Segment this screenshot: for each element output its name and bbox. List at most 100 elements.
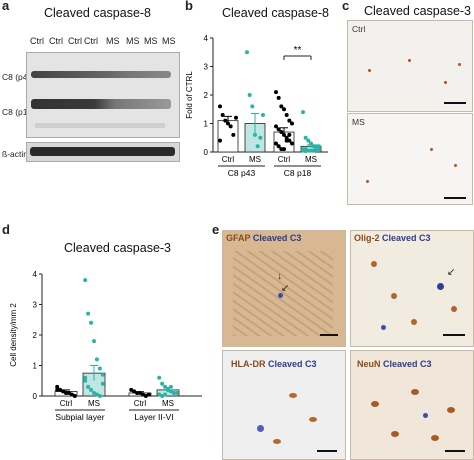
data-point <box>160 394 165 398</box>
x-tick-label: Ctrl <box>60 399 73 408</box>
data-point <box>279 130 284 135</box>
lane-label: Ctrl <box>84 36 98 46</box>
data-point <box>228 124 233 129</box>
lane-label: MS <box>144 36 158 46</box>
micrograph-ms: MS <box>347 113 473 205</box>
data-point <box>138 390 142 395</box>
data-point <box>301 110 305 115</box>
data-point <box>258 135 263 140</box>
y-tick-label: 2 <box>33 331 38 340</box>
data-point <box>279 104 284 109</box>
lane-label: Ctrl <box>49 36 63 46</box>
data-point <box>317 144 321 149</box>
data-point <box>290 141 294 146</box>
data-point <box>174 390 179 395</box>
stain-dot <box>408 59 411 62</box>
panel-label-b: b <box>185 0 193 13</box>
lane-label: MS <box>162 36 176 46</box>
olig2-nucleus <box>391 293 397 299</box>
data-point <box>92 339 96 344</box>
data-point <box>255 144 260 149</box>
scale-bar <box>444 197 466 199</box>
data-point <box>86 311 91 316</box>
x-tick-label: MS <box>162 399 174 408</box>
arrow-icon: ↓ <box>277 271 282 282</box>
data-point <box>94 357 99 362</box>
data-point <box>135 390 140 395</box>
row-label-p43: C8 (p43) <box>2 72 36 82</box>
significance-label: ** <box>294 45 302 56</box>
olig2-nucleus <box>451 306 457 312</box>
arrow-icon: ↙ <box>447 267 456 278</box>
data-point <box>301 148 305 153</box>
y-tick-label: 2 <box>204 91 209 100</box>
band-p43 <box>31 71 171 78</box>
panel-label-a: a <box>2 0 10 13</box>
data-point <box>274 141 278 146</box>
data-point <box>140 392 145 397</box>
marker-label: GFAP <box>226 233 251 243</box>
marker-label: HLA-DR <box>231 359 266 369</box>
scale-bar <box>320 334 338 336</box>
data-point <box>55 384 60 389</box>
data-point <box>274 124 278 129</box>
micrograph-olig2: Olig-2 Cleaved C3 ↙ <box>350 230 474 347</box>
y-tick-label: 1 <box>204 120 209 129</box>
olig2-nucleus <box>371 261 377 267</box>
neuron <box>447 407 455 413</box>
data-point <box>171 390 176 395</box>
data-point <box>58 387 63 392</box>
marker-label: NeuN <box>357 359 381 369</box>
microglia <box>273 439 281 444</box>
data-point <box>163 384 168 389</box>
data-point <box>160 381 165 386</box>
data-point <box>83 278 88 283</box>
data-point <box>282 107 286 112</box>
data-point <box>226 121 230 126</box>
data-point <box>168 384 173 389</box>
panel-a-title: Cleaved caspase-8 <box>44 6 152 20</box>
data-point <box>303 135 308 140</box>
data-point <box>220 112 225 117</box>
data-point <box>274 90 278 95</box>
olig2-nucleus <box>411 319 417 325</box>
y-tick-label: 1 <box>33 362 38 371</box>
data-point <box>72 394 77 398</box>
data-point <box>69 392 74 397</box>
neuron <box>431 435 439 441</box>
microglia <box>309 417 317 422</box>
row-label-actin: ß-actin <box>2 149 28 159</box>
panel-d-title: Cleaved caspase-3 <box>64 241 172 255</box>
neuron <box>391 431 399 437</box>
stain-dot <box>366 180 369 183</box>
cleaved-c3-cell <box>278 293 283 298</box>
panel-c-title: Cleaved caspase-3 <box>364 4 472 18</box>
blot-upper <box>26 52 180 138</box>
data-point <box>97 366 102 371</box>
data-point <box>287 118 292 123</box>
micrograph-hladr: HLA-DR Cleaved C3 <box>222 350 346 460</box>
astrocyte-texture <box>233 251 333 336</box>
y-tick-label: 4 <box>33 270 38 279</box>
lane-label: MS <box>106 36 120 46</box>
group-label: C8 p43 <box>228 168 256 178</box>
y-axis-label: Cell density/mm 2 <box>9 303 18 367</box>
lane-label: MS <box>126 36 140 46</box>
data-point <box>231 132 236 137</box>
data-point <box>157 392 162 397</box>
data-point <box>290 121 294 126</box>
arrow-icon: ↙ <box>281 283 290 294</box>
data-point <box>284 138 289 143</box>
stain-label: Cleaved C3 <box>252 233 302 243</box>
x-tick-label: MS <box>305 155 317 164</box>
data-point <box>284 112 289 117</box>
chart-b: 0 1 2 3 4 Fold of CTRL Ctrl MS Ctrl MS C8 p43 C8 p1… <box>185 34 328 178</box>
cleaved-c3-cell <box>257 425 264 432</box>
data-point <box>284 135 289 140</box>
data-point <box>100 372 105 377</box>
data-point <box>61 389 66 394</box>
data-point <box>83 378 88 383</box>
data-point <box>250 104 255 109</box>
data-point <box>83 375 88 380</box>
microglia <box>289 393 297 398</box>
